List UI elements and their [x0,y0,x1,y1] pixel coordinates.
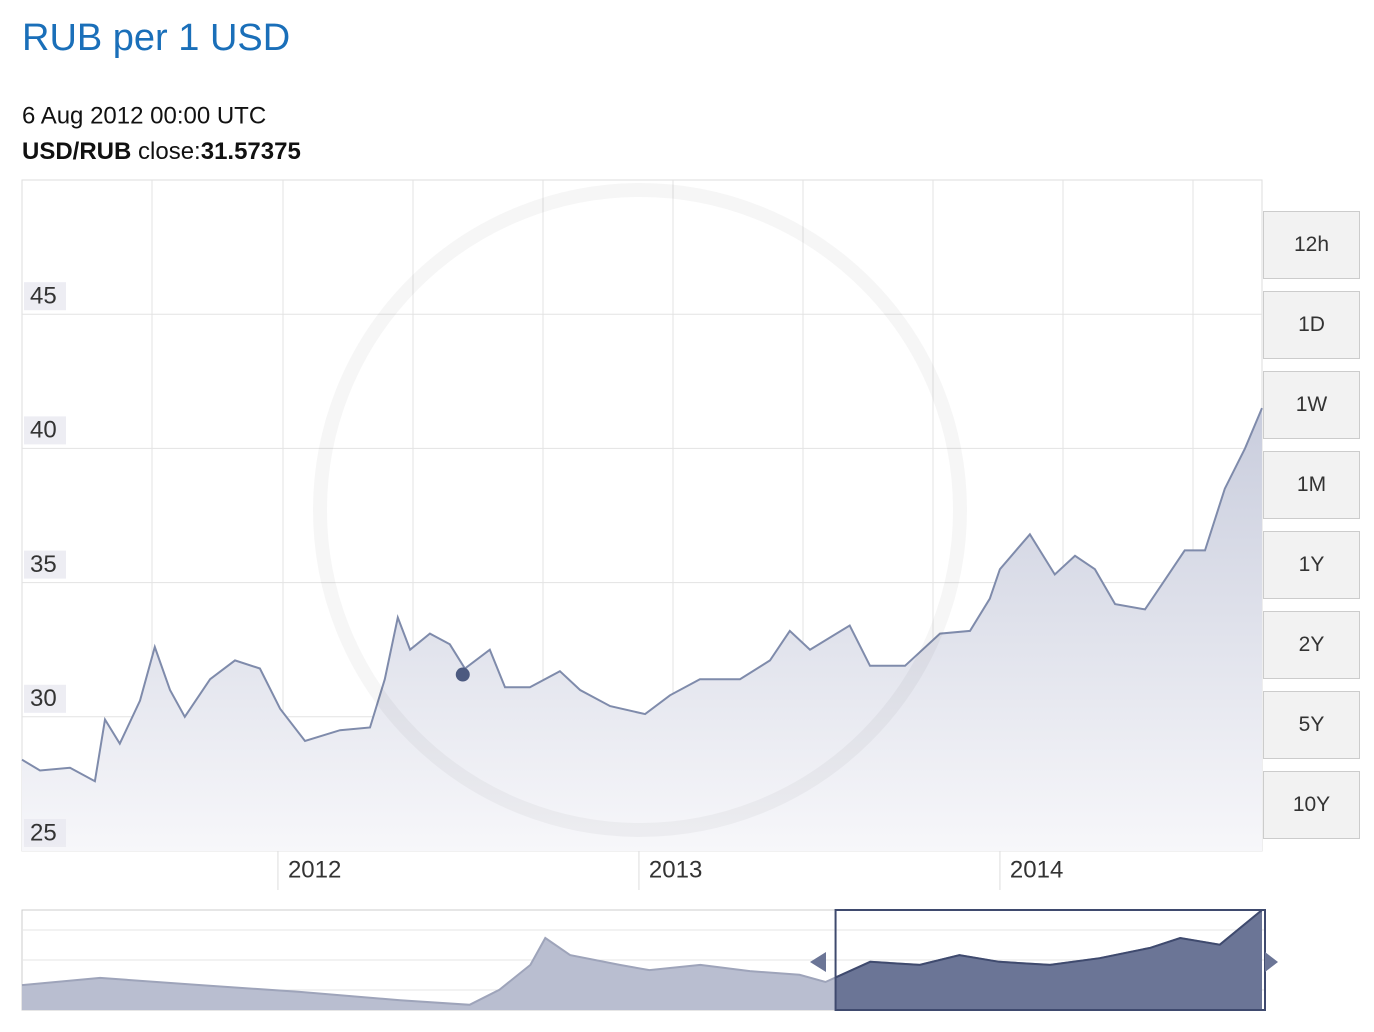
y-tick-bg [24,282,66,311]
pair: USD/RUB [22,138,131,165]
hover-point [455,667,470,682]
area-line [21,407,1263,783]
range-button[interactable]: 2Y [1263,611,1360,679]
y-tick-label: 30 [30,685,57,712]
range-button[interactable]: 10Y [1263,771,1360,839]
y-tick-bg [24,416,66,445]
title: RUB per 1 USD [22,17,290,59]
y-tick-label: 40 [30,417,57,444]
y-tick-label: 45 [30,283,57,310]
area-fill [22,408,1262,851]
y-tick-bg [24,550,66,579]
x-tick-label: 2012 [288,856,341,883]
y-tick-bg [24,684,66,713]
area-line [835,909,1263,979]
area-fill [835,910,1262,1010]
tooltip-date: 6 Aug 2012 00:00 UTC [22,102,266,129]
range-button[interactable]: 1Y [1263,531,1360,599]
close-label: close: [138,138,201,165]
y-tick-label: 35 [30,551,57,578]
range-button[interactable]: 1D [1263,291,1360,359]
range-button[interactable]: 5Y [1263,691,1360,759]
x-tick-label: 2013 [649,856,702,883]
tooltip-close: USD/RUB close:31.57375 [22,138,301,165]
main-chart: 25 30 35 40 45 2012 2013 2014 [21,282,1263,890]
y-tick-label: 25 [30,819,57,846]
range-button[interactable]: 1W [1263,371,1360,439]
range-button[interactable]: 12h [1263,211,1360,279]
range-button[interactable]: 1M [1263,451,1360,519]
x-tick-label: 2014 [1010,856,1063,883]
close-value: 31.57375 [201,138,301,165]
y-tick-bg [24,819,66,847]
handle-right[interactable] [1265,952,1278,972]
handle-left[interactable] [810,952,826,972]
